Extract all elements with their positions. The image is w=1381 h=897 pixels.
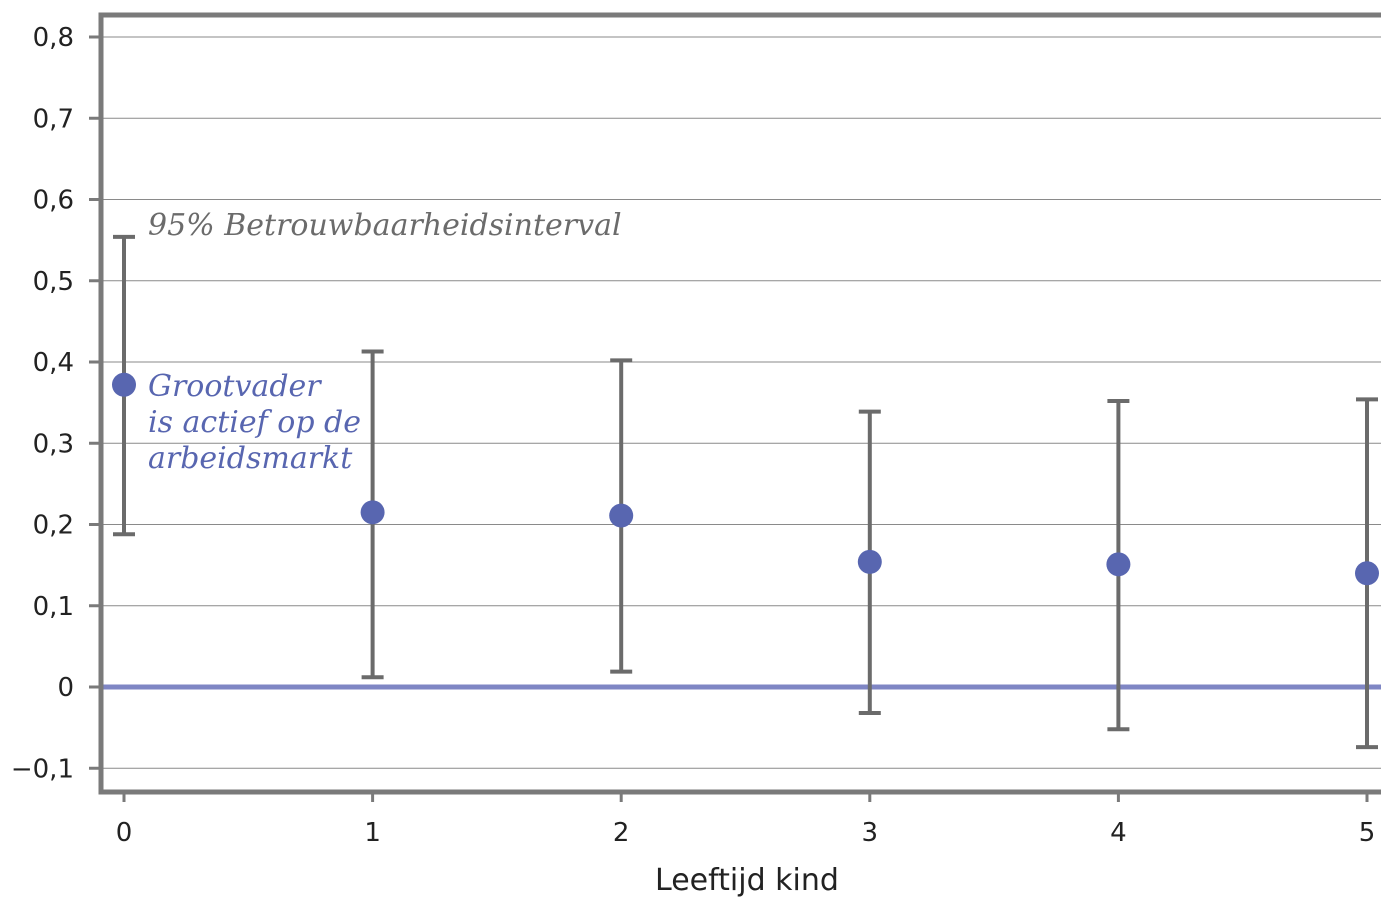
y-tick-label: −0,1 — [11, 754, 74, 784]
grid-lines — [89, 35, 1381, 770]
y-tick-label: 0,6 — [33, 186, 74, 216]
x-tick-label: 4 — [1110, 818, 1127, 848]
x-tick-labels: 0 1 2 3 4 5 — [116, 792, 1376, 848]
data-point — [1355, 561, 1379, 586]
point-annotation-line: arbeidsmarkt — [148, 441, 353, 476]
plot-frame — [98, 12, 1381, 795]
y-tick-labels: −0,1 0 0,1 0,2 0,3 0,4 0,5 0,6 0,7 0,8 — [11, 23, 74, 784]
point-annotation-line: is actief op de — [148, 405, 361, 440]
y-tick-label: 0,8 — [33, 23, 74, 53]
y-tick-label: 0,5 — [33, 267, 74, 297]
data-point — [857, 549, 882, 574]
y-tick-label: 0,1 — [33, 592, 74, 622]
x-tick-label: 3 — [862, 818, 879, 848]
data-point — [112, 372, 136, 397]
y-tick-label: 0,3 — [33, 429, 74, 459]
data-points — [112, 372, 1379, 586]
interval-annotation: 95% Betrouwbaarheidsinterval — [148, 208, 622, 243]
x-tick-label: 0 — [116, 818, 133, 848]
data-point — [1106, 552, 1131, 577]
error-bars — [113, 234, 1378, 750]
x-tick-label: 1 — [364, 818, 381, 848]
y-tick-label: 0,4 — [33, 348, 74, 378]
y-tick-label: 0,7 — [33, 104, 74, 134]
x-axis-title: Leeftijd kind — [655, 863, 839, 897]
y-tick-label: 0 — [57, 673, 74, 703]
data-point — [609, 503, 634, 528]
point-annotation-line: Grootvader — [148, 369, 322, 404]
x-tick-label: 5 — [1359, 818, 1376, 848]
x-tick-label: 2 — [613, 818, 630, 848]
data-point — [360, 500, 385, 525]
y-tick-label: 0,2 — [33, 511, 74, 541]
